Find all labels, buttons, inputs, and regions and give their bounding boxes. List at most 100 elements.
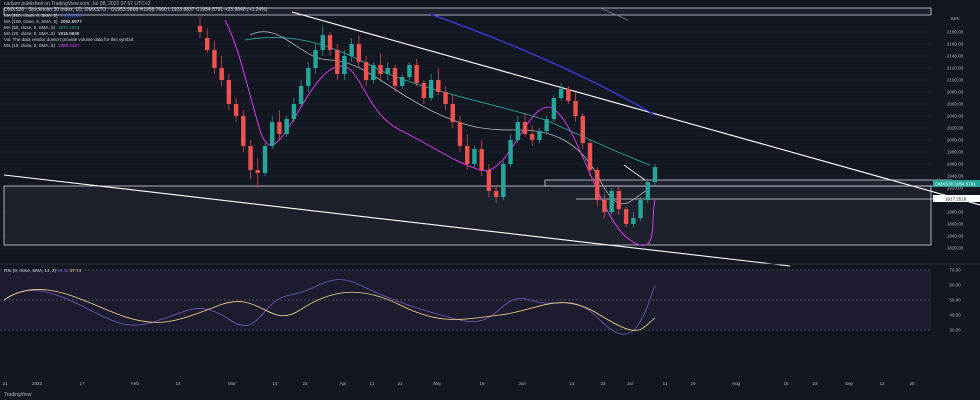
- y-tick-label: 2060.00: [947, 102, 964, 107]
- y-unit-label: SEK: [950, 16, 959, 21]
- candle-body: [566, 89, 571, 101]
- y-tick-label: 2140.00: [947, 54, 964, 59]
- candle-body: [544, 119, 549, 131]
- x-tick-label: Feb: [131, 381, 139, 386]
- candle-body: [457, 122, 463, 146]
- x-tick-label: 22: [302, 381, 308, 386]
- candlestick-series: [197, 17, 658, 227]
- candle-body: [342, 56, 347, 74]
- candle-body: [645, 182, 650, 200]
- y-tick-label: 1840.00: [947, 234, 964, 239]
- y-tick-label: 2120.00: [947, 66, 964, 71]
- legend-item[interactable]: MA (100, close, 0, SMA, 5) 2052.8977: [4, 19, 267, 25]
- x-tick-label: 11: [370, 381, 375, 386]
- lower-trendline: [3, 174, 791, 267]
- candle-body: [443, 92, 448, 104]
- x-tick-label: Sep: [845, 381, 854, 386]
- legend-item[interactable]: Vol: The data vendor doesn't provide vol…: [4, 37, 267, 43]
- candle-body: [638, 200, 643, 218]
- ma200-line: [429, 13, 656, 116]
- candle-body: [298, 86, 304, 104]
- candle-body: [291, 104, 297, 119]
- y-tick-label: 1820.00: [947, 246, 964, 251]
- candle-body: [241, 116, 246, 146]
- legend-item[interactable]: MA (10, close, 0, SMA, 5) 1899.2417: [4, 43, 267, 49]
- rsi-tick-label: 40.00: [949, 313, 961, 318]
- rsi-label: RSI (9, close, SMA, 14, 2): [4, 268, 57, 273]
- candle-body: [580, 116, 585, 143]
- legend-value: 1977.1813: [58, 25, 80, 30]
- candle-body: [616, 191, 622, 209]
- rsi-value: 59.32: [57, 268, 69, 273]
- candle-body: [436, 80, 441, 92]
- rsi-tick-label: 70.00: [949, 268, 961, 273]
- candle-body: [197, 26, 203, 32]
- support-zone-box: [3, 185, 932, 246]
- candle-body: [631, 218, 636, 224]
- y-tick-label: 2100.00: [947, 78, 964, 83]
- level-price-text: 1917.2518: [945, 197, 967, 202]
- candle-body: [378, 65, 383, 74]
- x-tick-label: Apr: [339, 381, 347, 386]
- candle-body: [392, 68, 398, 86]
- rsi-tick-label: 30.00: [949, 328, 961, 333]
- rsi-ma-line: [3, 289, 656, 331]
- candle-body: [313, 50, 318, 68]
- legend-value: 2186.2523: [60, 13, 82, 18]
- candle-body: [226, 80, 232, 104]
- candle-body: [602, 200, 607, 212]
- x-tick-label: 11: [663, 381, 668, 386]
- y-tick-label: 2180.00: [947, 30, 964, 35]
- rsi-tick-label: 60.00: [949, 283, 961, 288]
- candle-body: [558, 89, 564, 98]
- time-axis: 21 2022 17 Feb 14 Mar 14 22 Apr 11 21 Maj 16 Jun 13 23 J…: [2, 381, 915, 386]
- candle-body: [349, 44, 354, 56]
- candle-body: [428, 80, 434, 98]
- y-tick-label: 1980.00: [947, 150, 964, 155]
- x-tick-label: 2022: [32, 381, 43, 386]
- candle-body: [277, 122, 282, 134]
- candle-body: [515, 122, 520, 140]
- candle-body: [400, 77, 405, 86]
- tradingview-footer: TradingView: [4, 392, 32, 398]
- legend-item[interactable]: MA (200, close, 0, SMA, 5) 2186.2523: [4, 13, 267, 19]
- candle-body: [385, 68, 390, 74]
- descending-trendline: [291, 11, 980, 206]
- x-tick-label: 21: [397, 381, 403, 386]
- candle-body: [205, 38, 210, 50]
- candle-body: [595, 170, 600, 200]
- legend-label: MA (200, close, 0, SMA, 5): [4, 13, 58, 18]
- legend-value: 1916.6848: [58, 31, 80, 36]
- x-tick-label: 14: [272, 381, 278, 386]
- candle-body: [407, 65, 412, 77]
- level-price-badge: [933, 195, 980, 202]
- legend-value: 1899.2417: [58, 43, 80, 48]
- x-tick-label: 23: [812, 381, 818, 386]
- y-tick-label: 1920.00: [947, 186, 964, 191]
- legend-label: MA (50, close, 0, SMA, 5): [4, 25, 56, 30]
- candle-body: [356, 44, 362, 62]
- candle-body: [371, 65, 376, 80]
- y-tick-label: 1940.00: [947, 174, 964, 179]
- candle-body: [587, 143, 593, 170]
- short-trendline: [623, 164, 646, 181]
- candle-body: [414, 65, 419, 83]
- candle-body: [479, 149, 484, 170]
- candle-body: [465, 146, 470, 164]
- candle-body: [450, 104, 455, 122]
- y-tick-label: 2160.00: [947, 42, 964, 47]
- legend-item[interactable]: MA (50, close, 0, SMA, 5) 1977.1813: [4, 25, 267, 31]
- ma100-line: [599, 7, 629, 21]
- x-tick-label: 17: [79, 381, 85, 386]
- rsi-axis: 70.00 60.00 50.00 40.00 30.00: [949, 268, 961, 333]
- candle-body: [219, 68, 224, 80]
- legend-item[interactable]: MA (20, close, 0, SMA, 5) 1916.6848: [4, 31, 267, 37]
- legend-label: MA (20, close, 0, SMA, 5): [4, 31, 56, 36]
- candle-body: [363, 62, 369, 80]
- candle-body: [255, 170, 260, 173]
- candle-body: [233, 104, 239, 116]
- ma20-line: [249, 31, 651, 204]
- candle-body: [623, 209, 629, 224]
- y-tick-label: 2080.00: [947, 90, 964, 95]
